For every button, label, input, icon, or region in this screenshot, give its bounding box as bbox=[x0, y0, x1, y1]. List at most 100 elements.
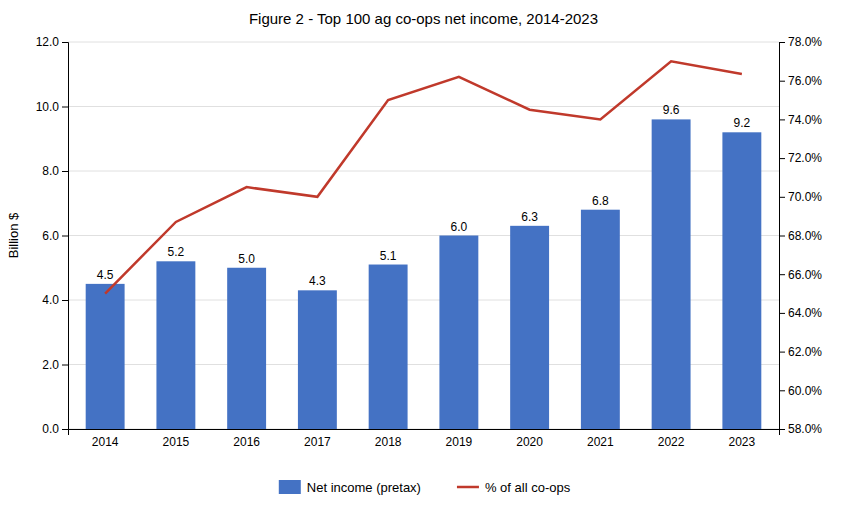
tick-label: 2023 bbox=[729, 435, 756, 449]
x-axis: 2014 2015 2016 2017 2018 2019 2020 2021 2022 2023 bbox=[69, 430, 780, 449]
legend-item: % of all co-ops bbox=[457, 480, 571, 495]
tick: 8.0 bbox=[42, 164, 68, 178]
tick: 2023 bbox=[729, 435, 756, 449]
tick: 2022 bbox=[658, 435, 685, 449]
tick-mark bbox=[62, 171, 68, 172]
tick-label: 72.0% bbox=[788, 151, 822, 165]
tick-mark bbox=[779, 390, 785, 391]
tick: 2014 bbox=[92, 435, 119, 449]
bar bbox=[439, 236, 478, 430]
y-axis-title: Billion $ bbox=[6, 212, 21, 258]
data-label: 4.5 bbox=[97, 268, 114, 282]
legend-swatch bbox=[457, 486, 479, 489]
tick: 12.0 bbox=[36, 35, 68, 49]
bar bbox=[227, 268, 266, 429]
tick-mark bbox=[779, 313, 785, 314]
tick-label: 2015 bbox=[163, 435, 190, 449]
title: Figure 2 - Top 100 ag co-ops net income,… bbox=[249, 10, 598, 27]
legend-label: % of all co-ops bbox=[485, 480, 571, 495]
tick-label: 62.0% bbox=[788, 345, 822, 359]
tick-label: 10.0 bbox=[36, 100, 60, 114]
bar bbox=[156, 261, 195, 429]
bar bbox=[652, 119, 691, 429]
tick-label: 2021 bbox=[587, 435, 614, 449]
legend-label: Net income (pretax) bbox=[307, 480, 421, 495]
tick-mark bbox=[779, 236, 785, 237]
data-label: 6.3 bbox=[521, 210, 538, 224]
tick-label: 2017 bbox=[304, 435, 331, 449]
data-label: 6.8 bbox=[592, 194, 609, 208]
tick-label: 6.0 bbox=[42, 229, 59, 243]
tick-mark bbox=[779, 197, 785, 198]
line bbox=[105, 61, 742, 293]
data-label: 5.2 bbox=[168, 245, 185, 259]
bar bbox=[369, 265, 408, 429]
tick-label: 58.0% bbox=[788, 422, 822, 436]
data-label: 9.2 bbox=[734, 116, 751, 130]
marks bbox=[86, 61, 762, 429]
tick: 66.0% bbox=[779, 268, 822, 282]
tick: 74.0% bbox=[779, 113, 822, 127]
data-label: 4.3 bbox=[309, 274, 326, 288]
tick: 58.0% bbox=[779, 422, 822, 436]
tick-label: 2016 bbox=[233, 435, 260, 449]
bar bbox=[722, 132, 761, 429]
grid bbox=[68, 42, 779, 429]
tick-mark bbox=[779, 158, 785, 159]
tick-label: 66.0% bbox=[788, 268, 822, 282]
bar bbox=[581, 210, 620, 429]
tick: 10.0 bbox=[36, 100, 68, 114]
tick-mark bbox=[62, 107, 68, 108]
bar bbox=[510, 226, 549, 429]
tick-label: 4.0 bbox=[42, 293, 59, 307]
tick-label: 8.0 bbox=[42, 164, 59, 178]
tick-label: 2014 bbox=[92, 435, 119, 449]
tick-label: 2020 bbox=[516, 435, 543, 449]
y-axis: 0.0 2.0 4.0 6.0 8.0 10.0 12.0 bbox=[36, 35, 69, 436]
tick: 2019 bbox=[446, 435, 473, 449]
tick: 62.0% bbox=[779, 345, 822, 359]
tick-label: 2018 bbox=[375, 435, 402, 449]
tick: 64.0% bbox=[779, 306, 822, 320]
tick: 70.0% bbox=[779, 190, 822, 204]
plot-area: 4.55.25.04.35.16.06.36.89.69.20.02.04.06… bbox=[36, 35, 823, 448]
chart: 4.55.25.04.35.16.06.36.89.69.20.02.04.06… bbox=[0, 0, 849, 509]
grid-line bbox=[68, 42, 779, 43]
tick: 6.0 bbox=[42, 229, 68, 243]
tick-mark bbox=[62, 236, 68, 237]
tick: 68.0% bbox=[779, 229, 822, 243]
tick-mark bbox=[779, 119, 785, 120]
data-labels: 4.55.25.04.35.16.06.36.89.69.2 bbox=[97, 103, 751, 288]
tick-mark bbox=[779, 42, 785, 43]
legend-swatch bbox=[279, 480, 301, 494]
tick-label: 2.0 bbox=[42, 358, 59, 372]
tick: 76.0% bbox=[779, 74, 822, 88]
tick-label: 0.0 bbox=[42, 422, 59, 436]
tick: 78.0% bbox=[779, 35, 822, 49]
axis-line bbox=[780, 43, 786, 430]
tick: 2020 bbox=[516, 435, 543, 449]
tick: 2015 bbox=[163, 435, 190, 449]
legend-item: Net income (pretax) bbox=[279, 480, 421, 495]
tick-mark bbox=[62, 42, 68, 43]
bar bbox=[86, 284, 125, 429]
tick: 2017 bbox=[304, 435, 331, 449]
tick-mark bbox=[62, 429, 68, 430]
tick-label: 74.0% bbox=[788, 113, 822, 127]
data-label: 5.0 bbox=[238, 252, 255, 266]
tick-label: 2022 bbox=[658, 435, 685, 449]
tick-mark bbox=[62, 300, 68, 301]
tick: 2018 bbox=[375, 435, 402, 449]
tick-label: 78.0% bbox=[788, 35, 822, 49]
tick-label: 76.0% bbox=[788, 74, 822, 88]
legend: Net income (pretax) % of all co-ops bbox=[279, 480, 571, 495]
tick-label: 64.0% bbox=[788, 306, 822, 320]
bar bbox=[298, 290, 337, 429]
tick: 2016 bbox=[233, 435, 260, 449]
data-label: 6.0 bbox=[451, 220, 468, 234]
tick-label: 2019 bbox=[446, 435, 473, 449]
tick: 2.0 bbox=[42, 358, 68, 372]
tick-label: 12.0 bbox=[36, 35, 60, 49]
tick: 72.0% bbox=[779, 151, 822, 165]
tick: 0.0 bbox=[42, 422, 68, 436]
